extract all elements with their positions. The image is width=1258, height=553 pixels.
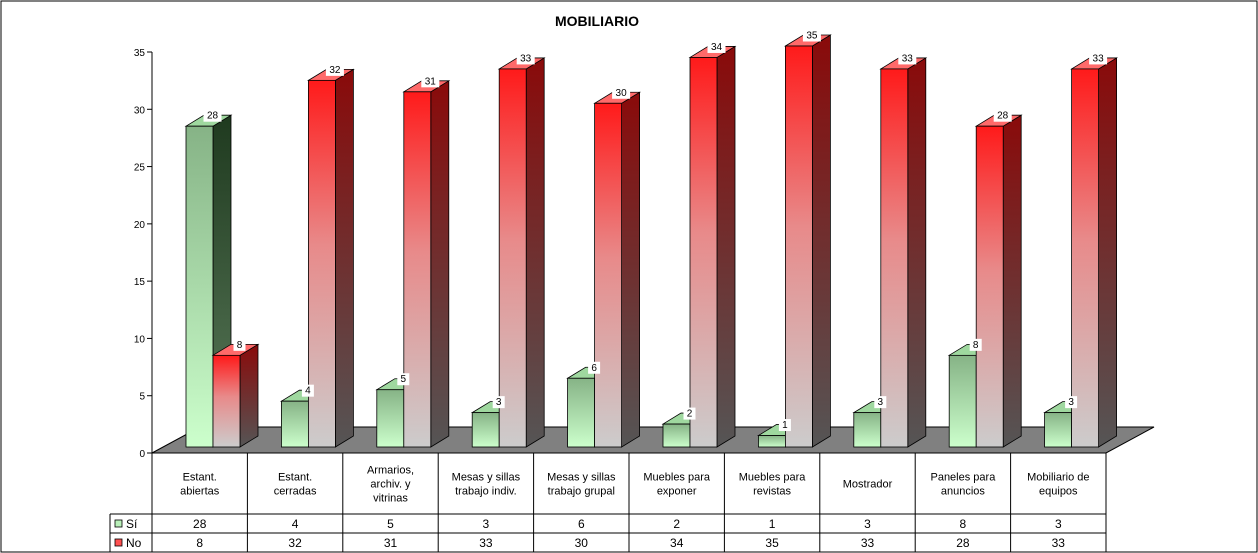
data-label: 8 xyxy=(969,338,982,351)
legend-entry: No xyxy=(114,536,142,550)
table-cell-si: 3 xyxy=(864,517,871,531)
data-label: 6 xyxy=(588,361,601,374)
bar-no xyxy=(879,57,928,448)
legend-swatch xyxy=(114,538,123,547)
category-label: Muebles para exponer xyxy=(643,472,711,498)
data-label: 34 xyxy=(707,40,726,53)
y-tick-label: 35 xyxy=(134,48,146,59)
bar-no xyxy=(211,343,260,448)
chart-title: MOBILIARIO xyxy=(555,13,639,29)
svg-text:33: 33 xyxy=(520,53,532,64)
svg-text:6: 6 xyxy=(591,363,597,374)
svg-text:1: 1 xyxy=(782,420,788,431)
category-label: Mesas y sillas trabajo grupal xyxy=(547,472,616,498)
category-label: Mostrador xyxy=(843,479,893,491)
category-label: Estant. abiertas xyxy=(180,472,220,498)
table-cell-no: 30 xyxy=(575,536,589,550)
y-tick-label: 0 xyxy=(139,449,145,460)
y-tick-label: 30 xyxy=(134,105,146,116)
bar-no xyxy=(497,57,546,448)
y-tick-label: 10 xyxy=(134,334,146,345)
table-cell-si: 8 xyxy=(960,517,967,531)
category-label: Estant. cerradas xyxy=(274,472,317,498)
svg-text:3: 3 xyxy=(878,397,884,408)
data-label: 3 xyxy=(874,396,887,409)
table-cell-si: 6 xyxy=(578,517,585,531)
category-label: Muebles para revistas xyxy=(739,472,807,498)
svg-text:28: 28 xyxy=(207,111,219,122)
legend-label: No xyxy=(126,536,142,550)
svg-text:33: 33 xyxy=(1093,53,1105,64)
svg-text:30: 30 xyxy=(616,88,628,99)
table-cell-no: 33 xyxy=(1052,536,1066,550)
table-cell-si: 3 xyxy=(1055,517,1062,531)
legend-label: Sí xyxy=(126,517,138,531)
data-label: 3 xyxy=(492,396,505,409)
table-cell-si: 4 xyxy=(292,517,299,531)
bar-no xyxy=(783,34,832,448)
table-cell-si: 2 xyxy=(673,517,680,531)
svg-text:8: 8 xyxy=(237,340,243,351)
svg-text:4: 4 xyxy=(305,386,311,397)
table-cell-no: 34 xyxy=(670,536,684,550)
legend-entry: Sí xyxy=(114,517,138,531)
svg-text:34: 34 xyxy=(711,42,723,53)
table-cell-si: 1 xyxy=(769,517,776,531)
svg-text:28: 28 xyxy=(997,111,1009,122)
svg-text:3: 3 xyxy=(1068,397,1074,408)
svg-text:2: 2 xyxy=(687,409,693,420)
svg-text:33: 33 xyxy=(902,53,914,64)
table-cell-no: 8 xyxy=(196,536,203,550)
table-cell-no: 35 xyxy=(765,536,779,550)
data-label: 35 xyxy=(802,29,821,42)
data-label: 4 xyxy=(301,384,314,397)
data-label: 30 xyxy=(612,86,631,99)
data-label: 5 xyxy=(397,373,410,386)
category-label: Paneles para anuncios xyxy=(930,472,996,498)
table-cell-no: 31 xyxy=(384,536,398,550)
svg-text:8: 8 xyxy=(973,340,979,351)
bar-no xyxy=(306,68,355,448)
bar-no xyxy=(1070,57,1119,448)
data-label: 33 xyxy=(516,52,535,65)
y-tick-label: 15 xyxy=(134,277,146,288)
category-label: Armarios, archiv. y vitrinas xyxy=(367,465,414,505)
svg-text:5: 5 xyxy=(401,374,407,385)
data-label: 32 xyxy=(325,63,344,76)
svg-text:35: 35 xyxy=(806,31,818,42)
table-cell-no: 32 xyxy=(288,536,302,550)
legend-swatch xyxy=(114,519,123,528)
data-label: 31 xyxy=(421,75,440,88)
table-cell-no: 33 xyxy=(479,536,493,550)
category-label: Mesas y sillas trabajo indiv. xyxy=(452,472,521,498)
category-label: Mobiliario de equipos xyxy=(1027,472,1089,498)
bar-no xyxy=(593,91,642,448)
table-cell-si: 28 xyxy=(193,517,207,531)
data-label: 1 xyxy=(778,419,791,432)
table-cell-si: 5 xyxy=(387,517,394,531)
table-cell-si: 3 xyxy=(483,517,490,531)
bar-no xyxy=(688,45,737,448)
svg-text:3: 3 xyxy=(496,397,502,408)
data-label: 33 xyxy=(898,52,917,65)
y-tick-label: 20 xyxy=(134,220,146,231)
bar-no xyxy=(402,80,451,448)
data-label: 28 xyxy=(203,109,222,122)
table-cell-no: 28 xyxy=(956,536,970,550)
data-label: 8 xyxy=(233,338,246,351)
bar-no xyxy=(974,114,1023,448)
data-label: 2 xyxy=(683,407,696,420)
table-cell-no: 33 xyxy=(861,536,875,550)
data-label: 28 xyxy=(993,109,1012,122)
data-label: 33 xyxy=(1089,52,1108,65)
svg-text:31: 31 xyxy=(425,76,437,87)
data-label: 3 xyxy=(1065,396,1078,409)
y-tick-label: 5 xyxy=(139,392,145,403)
svg-text:32: 32 xyxy=(329,65,341,76)
y-tick-label: 25 xyxy=(134,163,146,174)
